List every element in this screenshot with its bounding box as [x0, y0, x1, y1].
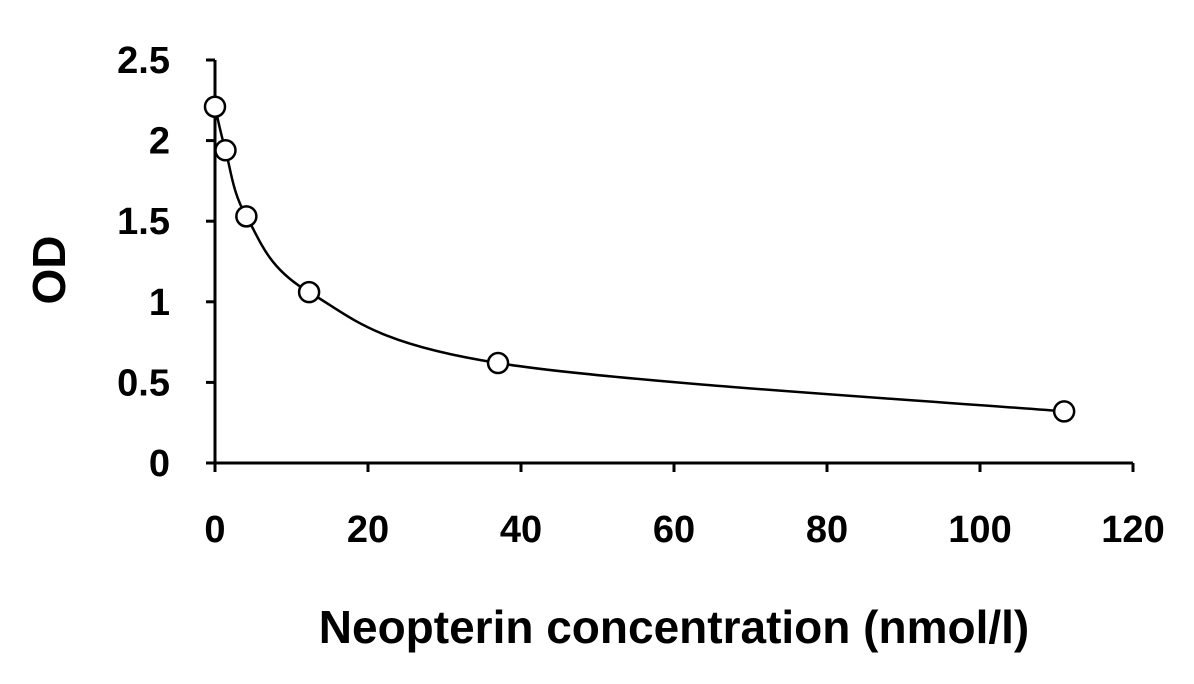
data-point: [486, 351, 510, 375]
y-tick-label: 2.5: [117, 40, 170, 82]
y-tick-label: 0.5: [117, 362, 170, 404]
fitted-curve: [213, 106, 1065, 413]
x-tick-label: 80: [806, 509, 848, 551]
x-tick-label: 120: [1101, 509, 1164, 551]
y-tick-label: 2: [149, 121, 170, 163]
data-point: [297, 280, 321, 304]
y-axis-title: OD: [23, 236, 75, 305]
data-points: [203, 95, 1076, 423]
data-point: [235, 205, 258, 228]
x-tick-label: 100: [948, 509, 1011, 551]
data-point: [214, 139, 237, 162]
y-tick-label: 0: [149, 443, 170, 485]
data-point: [1052, 400, 1076, 423]
x-axis-title: Neopterin concentration (nmol/l): [319, 601, 1029, 653]
x-tick-label: 40: [500, 509, 542, 551]
y-tick-label: 1: [149, 282, 170, 324]
x-tick-label: 60: [653, 509, 695, 551]
x-axis-ticks: 0 20 40 60 80 100 120: [204, 463, 1165, 551]
x-tick-label: 0: [204, 509, 225, 551]
y-axis-ticks: 0 0.5 1 1.5 2 2.5: [117, 40, 215, 485]
y-tick-label: 1.5: [117, 201, 170, 243]
data-point: [203, 95, 227, 118]
x-tick-label: 20: [347, 509, 389, 551]
